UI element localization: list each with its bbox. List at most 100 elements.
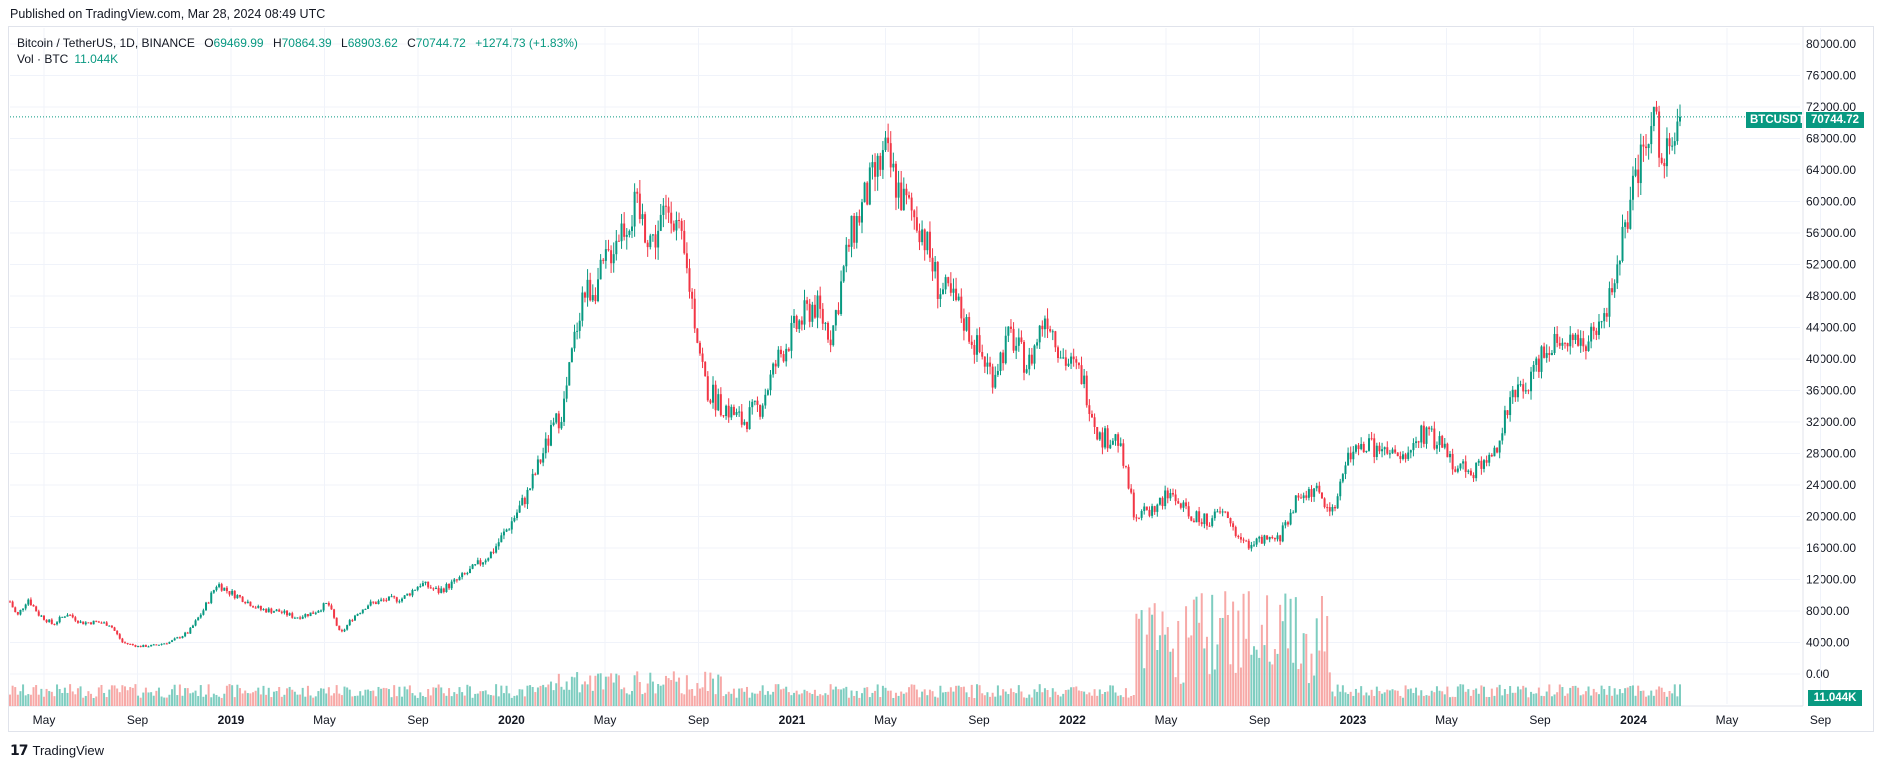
x-tick-label: 2020	[498, 713, 525, 727]
volume-bar	[1284, 593, 1287, 706]
candle-body	[706, 376, 709, 401]
volume-bar	[1305, 633, 1308, 706]
candle-body	[1156, 504, 1159, 512]
volume-bar	[884, 687, 887, 706]
candle-body	[1028, 354, 1031, 370]
volume-bar	[1036, 691, 1039, 706]
candle-body	[131, 643, 134, 646]
candle-body	[855, 216, 858, 243]
candle-body	[1119, 443, 1122, 446]
candle-body	[1482, 460, 1485, 469]
volume-bar	[529, 685, 532, 706]
volume-bar	[110, 685, 113, 706]
x-tick-label: May	[1716, 713, 1739, 727]
volume-bar	[74, 694, 77, 706]
y-tick-label: 16000.00	[1806, 541, 1856, 555]
volume-bar	[1004, 691, 1007, 706]
volume-bar	[949, 687, 952, 706]
candle-body	[265, 609, 268, 613]
volume-bar	[296, 694, 299, 706]
candle-body	[1260, 536, 1263, 544]
volume-label[interactable]: Vol · BTC	[17, 52, 69, 66]
volume-bar	[1556, 692, 1559, 706]
volume-bar	[1370, 689, 1373, 706]
candle-body	[654, 234, 657, 248]
volume-bar	[921, 691, 924, 706]
volume-bar	[283, 694, 286, 706]
candle-body	[144, 645, 147, 647]
volume-bar	[1051, 688, 1054, 706]
volume-bar	[137, 695, 140, 706]
volume-bar	[160, 696, 163, 706]
x-tick-label: 2023	[1340, 713, 1367, 727]
volume-bar	[560, 686, 563, 706]
volume-bar	[722, 695, 725, 706]
volume-bar	[270, 697, 273, 706]
candle-body	[110, 625, 113, 628]
volume-bar	[688, 689, 691, 706]
volume-bar	[1590, 695, 1593, 706]
volume-bar	[463, 695, 466, 706]
candle-body	[42, 615, 45, 620]
volume-bar	[568, 689, 571, 706]
volume-bar	[163, 697, 166, 706]
candle-body	[1258, 536, 1261, 539]
candle-body	[199, 614, 202, 618]
volume-bar	[1030, 697, 1033, 706]
y-tick-label: 56000.00	[1806, 226, 1856, 240]
volume-bar	[1192, 599, 1195, 706]
candle-body	[732, 406, 735, 415]
candle-body	[834, 310, 837, 326]
close-value: 70744.72	[415, 36, 466, 50]
candle-body	[1090, 413, 1093, 418]
candle-body	[1360, 443, 1363, 450]
candle-body	[403, 595, 406, 599]
candle-body	[1388, 453, 1391, 455]
volume-bar	[1519, 689, 1522, 706]
volume-bar	[1033, 689, 1036, 706]
volume-bar	[989, 696, 992, 706]
candle-body	[178, 637, 181, 639]
symbol-title[interactable]: Bitcoin / TetherUS, 1D, BINANCE	[17, 36, 195, 50]
candle-body	[1391, 449, 1394, 454]
footer-branding[interactable]: 𝟭𝟳 TradingView	[10, 742, 104, 759]
volume-bar	[881, 685, 884, 706]
volume-bar	[168, 694, 171, 706]
candle-body	[283, 610, 286, 613]
candle-body	[1151, 506, 1154, 516]
volume-bar	[466, 684, 469, 706]
volume-bar	[403, 686, 406, 706]
candle-body	[819, 295, 822, 309]
volume-bar	[121, 685, 124, 706]
candle-body	[1639, 144, 1642, 184]
volume-bar	[1357, 692, 1360, 706]
candle-body	[348, 620, 351, 626]
candle-body	[1415, 441, 1418, 444]
volume-bar	[1480, 685, 1483, 706]
volume-bar	[683, 694, 686, 706]
volume-bar	[1412, 693, 1415, 706]
candle-body	[1367, 438, 1370, 451]
volume-bar	[56, 684, 59, 706]
candle-body	[766, 390, 769, 395]
volume-bar	[42, 696, 45, 706]
volume-bar	[1221, 617, 1224, 706]
volume-bar	[246, 693, 249, 706]
volume-bar	[960, 687, 963, 706]
volume-bar	[991, 692, 994, 706]
candle-body	[1673, 141, 1676, 146]
volume-bar	[905, 692, 908, 706]
volume-bar	[84, 695, 87, 706]
volume-bar	[1383, 692, 1386, 706]
volume-bar	[330, 695, 333, 706]
candle-body	[1046, 318, 1049, 330]
candle-body	[1177, 501, 1180, 504]
candle-body	[1472, 474, 1475, 479]
volume-bar	[717, 674, 720, 706]
candle-body	[827, 322, 830, 340]
volume-bar	[1611, 695, 1614, 706]
candle-body	[722, 415, 725, 417]
volume-bar	[860, 693, 863, 706]
y-tick-label: 76000.00	[1806, 69, 1856, 83]
